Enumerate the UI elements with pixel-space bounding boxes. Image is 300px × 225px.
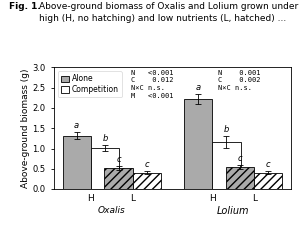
Text: N    0.001
C    0.002
N×C n.s.: N 0.001 C 0.002 N×C n.s. xyxy=(218,70,260,91)
Bar xyxy=(212,142,241,189)
Bar xyxy=(91,148,119,189)
Text: c: c xyxy=(145,160,149,169)
Bar xyxy=(184,99,212,189)
Y-axis label: Above-ground biomass (g): Above-ground biomass (g) xyxy=(21,68,30,188)
Text: Above-ground biomass of Oxalis and Lolium grown under
high (H, no hatching) and : Above-ground biomass of Oxalis and Loliu… xyxy=(39,2,298,23)
Bar xyxy=(254,173,283,189)
Text: c: c xyxy=(116,155,121,164)
Text: a: a xyxy=(196,83,201,92)
Text: a: a xyxy=(74,121,79,130)
Text: Oxalis: Oxalis xyxy=(98,206,126,215)
Bar xyxy=(226,167,254,189)
Text: b: b xyxy=(224,125,229,134)
Text: c: c xyxy=(238,154,242,163)
Bar xyxy=(62,135,91,189)
Bar xyxy=(133,173,161,189)
Legend: Alone, Competition: Alone, Competition xyxy=(58,71,122,97)
Text: c: c xyxy=(266,160,271,169)
Text: N   <0.001
C    0.012
N×C n.s.
M   <0.001: N <0.001 C 0.012 N×C n.s. M <0.001 xyxy=(130,70,173,99)
Bar xyxy=(104,168,133,189)
Text: b: b xyxy=(102,134,108,143)
Text: Lolium: Lolium xyxy=(217,206,249,216)
Text: Fig. 1.: Fig. 1. xyxy=(9,2,41,11)
